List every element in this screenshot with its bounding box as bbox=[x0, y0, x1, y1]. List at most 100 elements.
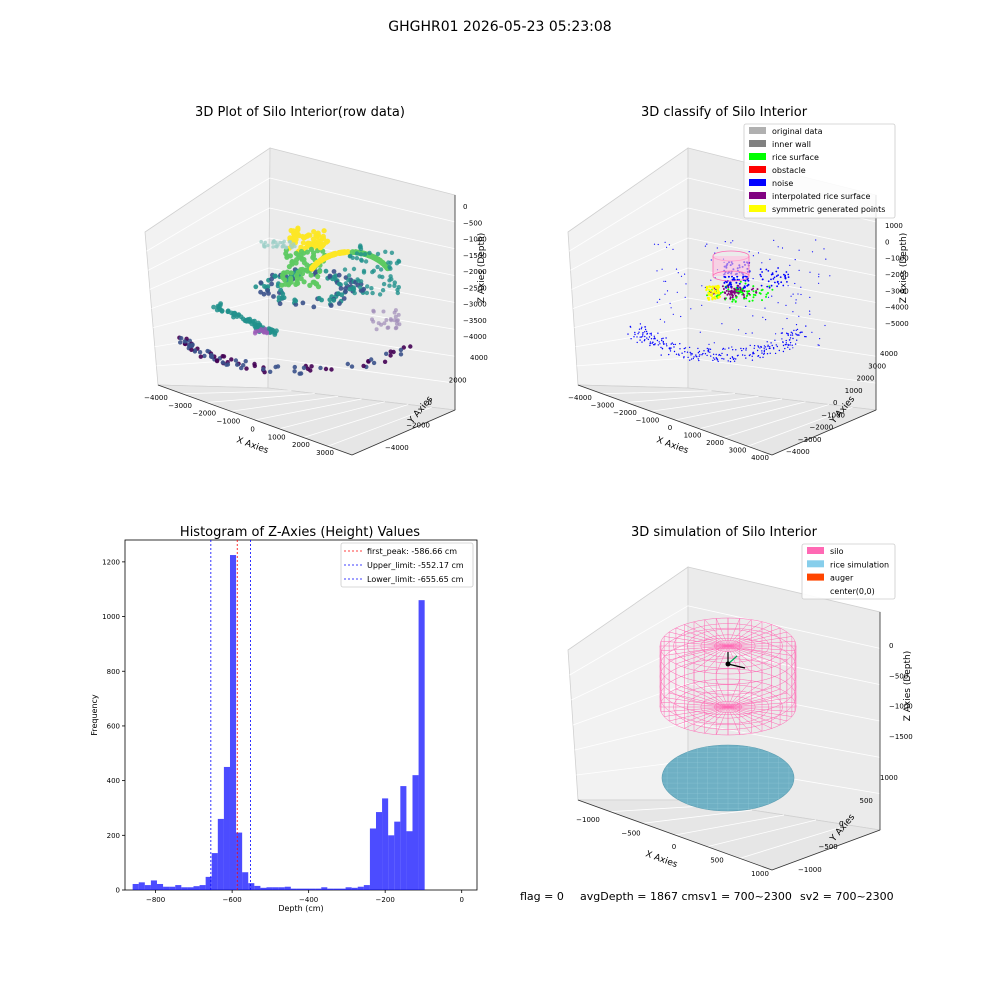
raw-point bbox=[225, 362, 231, 367]
classify-point bbox=[741, 289, 744, 292]
raw-point bbox=[309, 364, 314, 369]
classify-point bbox=[736, 291, 739, 294]
classify-point bbox=[715, 353, 717, 356]
raw-point bbox=[361, 270, 367, 275]
classify-point bbox=[753, 347, 755, 349]
raw-point bbox=[336, 281, 342, 287]
classify-point bbox=[745, 297, 748, 300]
raw-point bbox=[277, 301, 283, 307]
classify-point bbox=[792, 347, 794, 349]
classify-point bbox=[653, 335, 655, 337]
raw-point bbox=[354, 251, 360, 256]
classify-point bbox=[674, 343, 676, 346]
classify-point bbox=[708, 288, 711, 291]
raw-point bbox=[325, 238, 331, 244]
raw-point bbox=[397, 322, 402, 327]
classify-point bbox=[782, 284, 785, 287]
histogram-bar bbox=[260, 887, 267, 890]
classify-point bbox=[652, 344, 655, 346]
classify-point bbox=[673, 350, 676, 353]
classify-z-tick: 1000 bbox=[885, 222, 903, 230]
legend-label: noise bbox=[772, 179, 793, 188]
classify-point bbox=[729, 357, 732, 360]
classify-point bbox=[797, 293, 799, 295]
raw-point bbox=[268, 369, 273, 374]
classify-point bbox=[784, 344, 786, 346]
classify-point bbox=[818, 282, 820, 284]
classify-point bbox=[752, 353, 754, 355]
raw-point bbox=[318, 365, 323, 371]
classify-point bbox=[642, 333, 644, 335]
classify-point bbox=[662, 337, 664, 339]
classify-title: 3D classify of Silo Interior bbox=[641, 105, 808, 120]
classify-point bbox=[760, 284, 763, 287]
classify-point bbox=[804, 335, 806, 338]
classify-point bbox=[697, 352, 700, 354]
classify-point bbox=[767, 345, 769, 348]
histogram-bar bbox=[266, 887, 273, 890]
histogram-bar bbox=[388, 835, 395, 890]
classify-point bbox=[712, 359, 714, 362]
classify-point bbox=[733, 292, 736, 295]
classify-point bbox=[780, 281, 783, 284]
raw-point bbox=[316, 295, 322, 301]
classify-point bbox=[801, 331, 803, 333]
raw-point bbox=[216, 305, 222, 311]
classify-point bbox=[727, 275, 730, 278]
classify-point bbox=[745, 332, 747, 335]
raw-point bbox=[271, 294, 276, 299]
classify-point bbox=[721, 285, 724, 288]
classify-point bbox=[733, 360, 736, 362]
classify-point bbox=[684, 351, 686, 353]
legend-color-swatch bbox=[807, 547, 824, 554]
classify-point bbox=[785, 339, 787, 342]
classify-point bbox=[666, 345, 668, 347]
histogram-bar bbox=[345, 887, 352, 890]
simulation-y-tick: −500 bbox=[819, 843, 838, 851]
classify-legend-item: symmetric generated points bbox=[749, 205, 885, 214]
classify-point bbox=[781, 338, 783, 340]
raw-point bbox=[338, 286, 344, 291]
classify-point bbox=[772, 273, 774, 275]
raw-point bbox=[288, 270, 294, 276]
classify-point bbox=[752, 296, 755, 299]
classify-point bbox=[681, 352, 683, 354]
classify-point bbox=[765, 268, 768, 271]
classify-point bbox=[757, 345, 759, 347]
classify-point bbox=[815, 239, 817, 241]
classify-point bbox=[759, 347, 761, 349]
raw-point bbox=[388, 317, 393, 322]
raw-point bbox=[323, 254, 329, 261]
classify-point bbox=[800, 293, 802, 296]
raw-point bbox=[393, 314, 398, 319]
classify-point bbox=[659, 298, 661, 300]
classify-point bbox=[757, 355, 759, 357]
classify-point bbox=[736, 275, 739, 278]
raw-point bbox=[265, 284, 271, 289]
classify-point bbox=[722, 288, 725, 290]
raw-point bbox=[302, 235, 308, 241]
classify-point bbox=[672, 313, 674, 315]
classify-point bbox=[660, 346, 662, 349]
raw-point bbox=[392, 280, 397, 285]
classify-point bbox=[712, 357, 715, 359]
classify-point bbox=[769, 352, 771, 354]
classify-point bbox=[753, 345, 756, 347]
simulation-legend: silo rice simulation auger center(0,0) bbox=[801, 543, 896, 600]
raw-point bbox=[298, 248, 305, 255]
classify-point bbox=[755, 291, 758, 294]
classify-point bbox=[809, 296, 811, 298]
histogram-bar bbox=[321, 887, 328, 890]
classify-point bbox=[728, 347, 730, 349]
classify-point bbox=[742, 276, 744, 279]
classify-point bbox=[641, 326, 643, 328]
classify-point bbox=[756, 288, 759, 291]
classify-y-tick: 0 bbox=[833, 399, 837, 407]
raw-point bbox=[298, 244, 304, 250]
classify-point bbox=[638, 331, 640, 333]
simulation-3d-box bbox=[567, 566, 882, 871]
classify-point bbox=[704, 245, 707, 247]
classify-point bbox=[665, 337, 667, 339]
raw-point bbox=[258, 280, 264, 286]
classify-point bbox=[791, 334, 794, 336]
